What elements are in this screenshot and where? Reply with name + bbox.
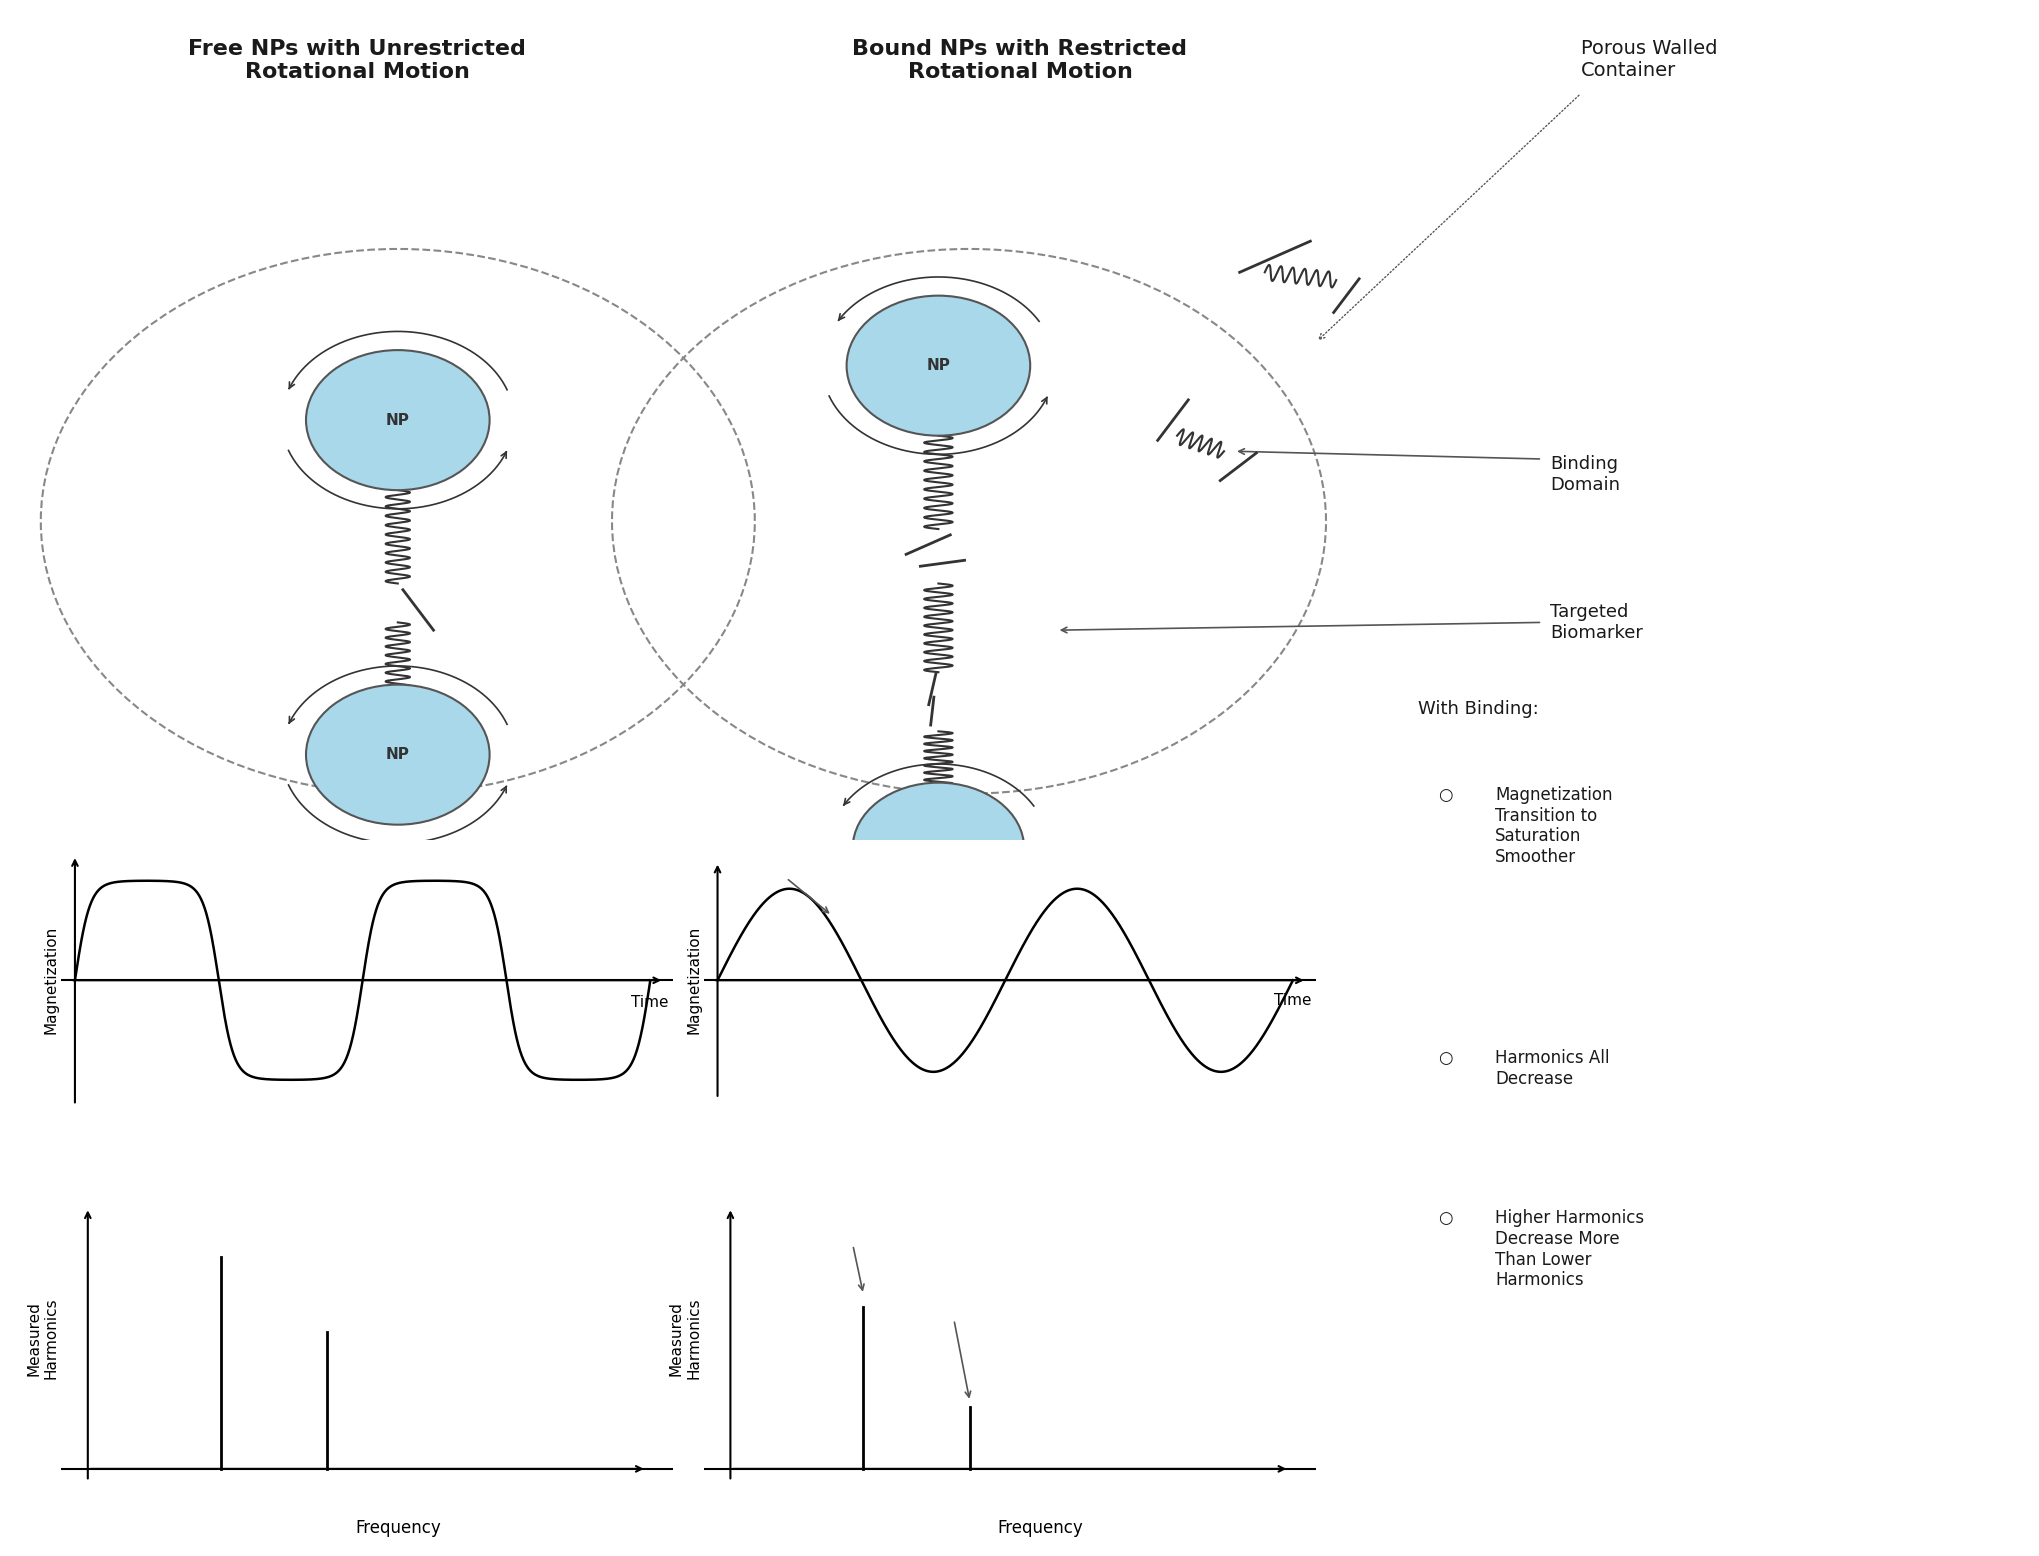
Text: Time: Time xyxy=(630,996,669,1010)
Text: Frequency: Frequency xyxy=(997,1519,1083,1537)
Text: Higher Harmonics
Decrease More
Than Lower
Harmonics: Higher Harmonics Decrease More Than Lowe… xyxy=(1495,1209,1643,1290)
Circle shape xyxy=(306,350,489,490)
Text: Porous Walled
Container: Porous Walled Container xyxy=(1580,39,1717,79)
Y-axis label: Magnetization: Magnetization xyxy=(43,926,59,1035)
Text: NP: NP xyxy=(926,358,950,373)
Text: Frequency: Frequency xyxy=(355,1519,440,1537)
Text: NP: NP xyxy=(385,747,410,762)
Text: NP: NP xyxy=(926,840,950,856)
Text: Targeted
Biomarker: Targeted Biomarker xyxy=(1550,604,1643,641)
Y-axis label: Magnetization: Magnetization xyxy=(685,926,701,1035)
Text: Time: Time xyxy=(1272,993,1311,1008)
Text: With Binding:: With Binding: xyxy=(1417,700,1537,719)
Text: ○: ○ xyxy=(1437,786,1452,804)
Text: Magnetization
Transition to
Saturation
Smoother: Magnetization Transition to Saturation S… xyxy=(1495,786,1613,867)
Text: Bound NPs with Restricted
Rotational Motion: Bound NPs with Restricted Rotational Mot… xyxy=(852,39,1187,82)
Y-axis label: Measured
Harmonics: Measured Harmonics xyxy=(27,1298,59,1379)
Text: NP: NP xyxy=(385,412,410,428)
Circle shape xyxy=(306,685,489,825)
Circle shape xyxy=(852,783,1024,913)
Text: Binding
Domain: Binding Domain xyxy=(1550,456,1619,493)
Circle shape xyxy=(846,296,1030,436)
Text: ○: ○ xyxy=(1437,1049,1452,1067)
Text: Free NPs with Unrestricted
Rotational Motion: Free NPs with Unrestricted Rotational Mo… xyxy=(188,39,526,82)
Text: ○: ○ xyxy=(1437,1209,1452,1228)
Y-axis label: Measured
Harmonics: Measured Harmonics xyxy=(669,1298,701,1379)
Text: Harmonics All
Decrease: Harmonics All Decrease xyxy=(1495,1049,1609,1088)
